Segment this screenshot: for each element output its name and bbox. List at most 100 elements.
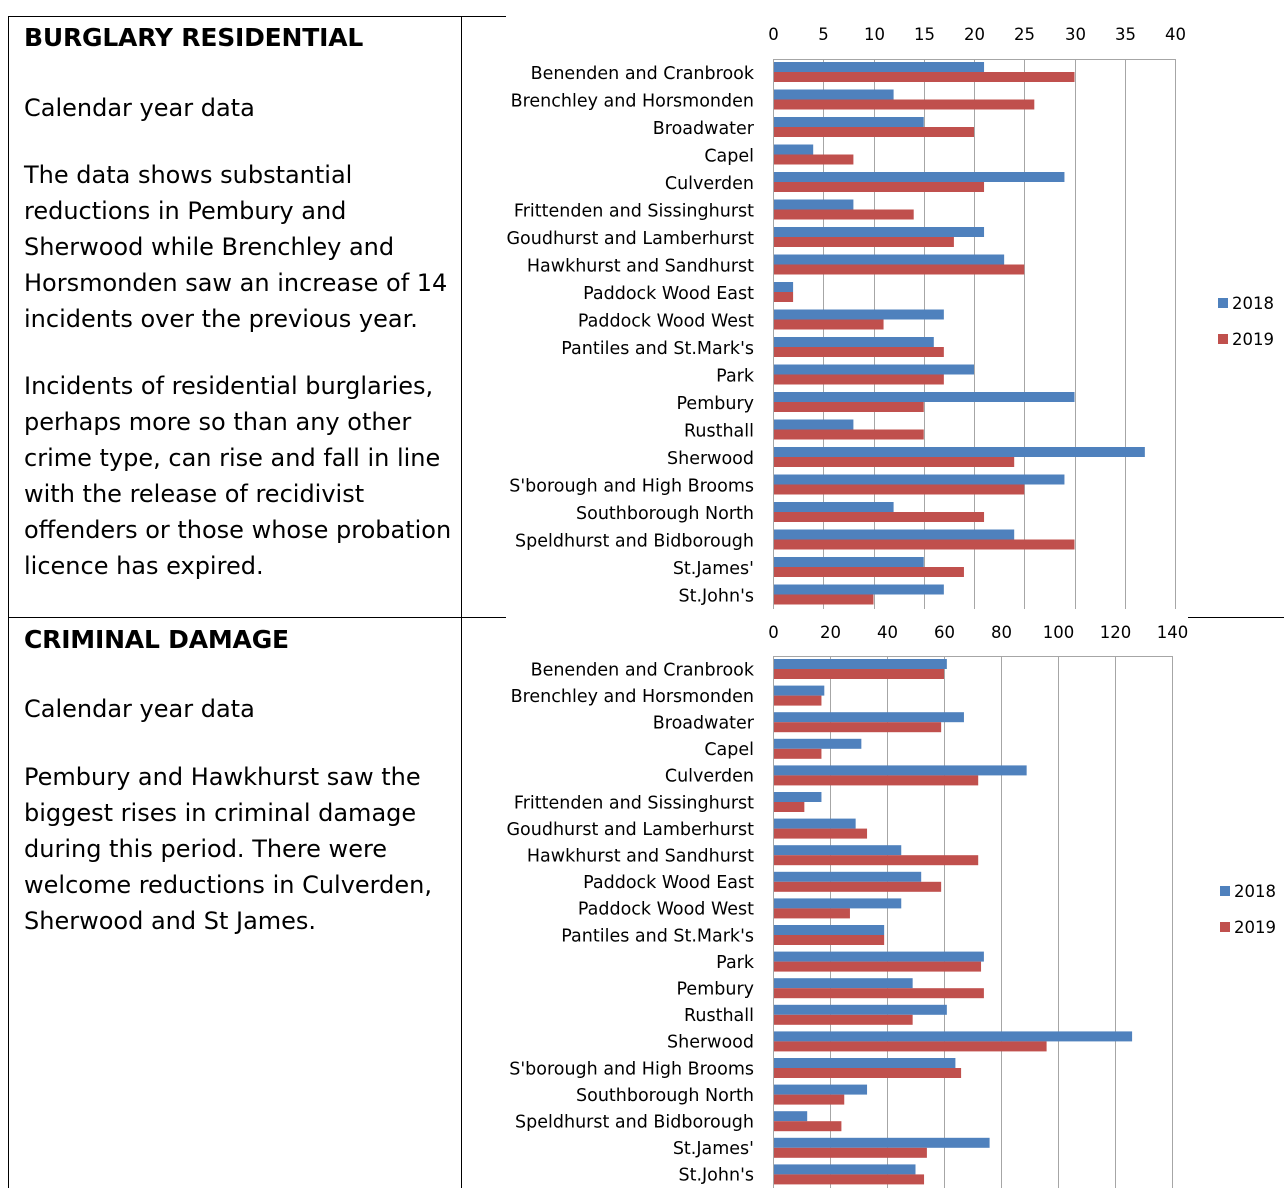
- criminal-damage-bar-2019: [774, 988, 984, 999]
- criminal-damage-tick-label: 140: [1157, 623, 1189, 642]
- criminal-damage-bar-2019: [774, 828, 868, 839]
- criminal-damage-bar-2018: [774, 1058, 956, 1068]
- burglary-bar-2018: [774, 557, 924, 567]
- burglary-category-label: Broadwater: [653, 119, 755, 139]
- burglary-category-label: Frittenden and Sissinghurst: [514, 201, 754, 221]
- burglary-bar-2019: [774, 402, 924, 412]
- burglary-category-label: Speldhurst and Bidborough: [515, 531, 754, 551]
- criminal-damage-bar-2019: [774, 881, 942, 892]
- burglary-bar-2019: [774, 512, 985, 522]
- criminal-damage-tick-label: 20: [820, 623, 841, 642]
- criminal-damage-category-label: Benenden and Cranbrook: [531, 660, 755, 680]
- burglary-category-label: Paddock Wood East: [583, 284, 754, 304]
- criminal-damage-bar-2018: [774, 1084, 868, 1095]
- burglary-tick-label: 0: [768, 25, 779, 44]
- criminal-damage-tick-label: 80: [991, 623, 1012, 642]
- burglary-category-label: Pembury: [677, 394, 755, 414]
- burglary-bar-2018: [774, 144, 814, 155]
- burglary-bar-2019: [774, 484, 1025, 495]
- burglary-subheading: Calendar year data: [24, 94, 255, 122]
- criminal-damage-chart-group: 0 20 40 60 80 100 120 140 Benenden and Cranbrook…: [506, 623, 1276, 1188]
- table-column-divider: [461, 16, 462, 1188]
- burglary-category-label: Southborough North: [576, 504, 754, 524]
- burglary-category-label: Pantiles and St.Mark's: [561, 339, 754, 359]
- criminal-damage-bar-2018: [774, 712, 964, 723]
- burglary-bar-2018: [774, 254, 1005, 265]
- criminal-damage-bar-2019: [774, 1121, 842, 1132]
- burglary-bar-2019: [774, 264, 1025, 275]
- criminal-damage-bar-2018: [774, 1111, 808, 1122]
- criminal-damage-tick-label: 100: [1043, 623, 1075, 642]
- criminal-damage-legend-label-2018: 2018: [1234, 882, 1276, 901]
- burglary-legend-swatch-2019: [1218, 334, 1228, 344]
- burglary-bar-2018: [774, 337, 934, 347]
- criminal-damage-category-label: Park: [716, 953, 755, 973]
- burglary-bar-2019: [774, 237, 954, 247]
- criminal-damage-bar-2019: [774, 695, 822, 706]
- criminal-damage-legend-label-2019: 2019: [1234, 918, 1276, 937]
- criminal-damage-bar-2018: [774, 898, 902, 909]
- burglary-category-label: Goudhurst and Lamberhurst: [506, 229, 754, 249]
- criminal-damage-paragraph-1: Pembury and Hawkhurst saw the biggest ri…: [24, 763, 432, 935]
- burglary-legend-label-2019: 2019: [1232, 330, 1274, 349]
- criminal-damage-category-label: Goudhurst and Lamberhurst: [506, 820, 754, 840]
- criminal-damage-category-label: St.John's: [678, 1166, 754, 1186]
- burglary-category-label: St.John's: [678, 586, 754, 606]
- burglary-bar-2018: [774, 474, 1065, 485]
- burglary-category-label: Culverden: [665, 174, 754, 194]
- burglary-bar-2019: [774, 209, 914, 220]
- criminal-damage-category-label: St.James': [673, 1139, 754, 1159]
- burglary-chart-group: 0 5 10 15 20 25 30 35 40 Benenden and Cranbrook Br…: [506, 25, 1274, 609]
- criminal-damage-category-label: Rusthall: [684, 1006, 754, 1026]
- burglary-bar-2018: [774, 364, 974, 375]
- criminal-damage-bar-2018: [774, 925, 885, 935]
- criminal-damage-category-label: Pantiles and St.Mark's: [561, 926, 754, 946]
- burglary-bar-2019: [774, 182, 985, 192]
- criminal-damage-bar-2018: [774, 845, 902, 856]
- burglary-legend-label-2018: 2018: [1232, 294, 1274, 313]
- table-row-divider-right: [1188, 617, 1284, 618]
- criminal-damage-category-label: Capel: [704, 740, 754, 760]
- burglary-bar-2018: [774, 584, 944, 595]
- criminal-damage-bar-2018: [774, 871, 922, 882]
- burglary-bar-2018: [774, 529, 1015, 540]
- criminal-damage-bar-2019: [774, 1094, 845, 1105]
- criminal-damage-bar-2019: [774, 961, 982, 972]
- criminal-damage-bar-2019: [774, 802, 805, 812]
- table-border-left: [8, 16, 9, 1188]
- burglary-paragraph-2: Incidents of residential burglaries, per…: [24, 372, 452, 580]
- burglary-tick-label: 10: [864, 25, 885, 44]
- table-border-top: [8, 16, 506, 17]
- criminal-damage-bar-2019: [774, 775, 979, 786]
- criminal-damage-bar-2019: [774, 935, 885, 945]
- burglary-tick-label: 35: [1115, 25, 1136, 44]
- burglary-tick-label: 30: [1065, 25, 1086, 44]
- burglary-heading: BURGLARY RESIDENTIAL: [24, 23, 364, 52]
- criminal-damage-bar-2019: [774, 1174, 925, 1185]
- burglary-bar-2019: [774, 127, 974, 137]
- criminal-damage-subheading: Calendar year data: [24, 695, 255, 723]
- burglary-category-label: S'borough and High Brooms: [509, 476, 754, 496]
- burglary-category-label: Hawkhurst and Sandhurst: [527, 256, 754, 276]
- burglary-category-label: Rusthall: [684, 421, 754, 441]
- criminal-damage-category-label: Hawkhurst and Sandhurst: [527, 847, 754, 867]
- burglary-tick-label: 5: [818, 25, 829, 44]
- criminal-damage-bar-2018: [774, 738, 862, 749]
- burglary-bar-2018: [774, 172, 1065, 182]
- criminal-damage-category-label: Broadwater: [653, 714, 755, 734]
- criminal-damage-category-label: Frittenden and Sissinghurst: [514, 793, 754, 813]
- criminal-damage-bar-2019: [774, 1068, 962, 1078]
- burglary-bar-2019: [774, 154, 854, 165]
- burglary-category-label: Sherwood: [667, 449, 754, 469]
- burglary-bar-2019: [774, 319, 884, 330]
- criminal-damage-text-cell: CRIMINAL DAMAGE Calendar year data Pembu…: [24, 624, 456, 939]
- criminal-damage-category-label: Southborough North: [576, 1086, 754, 1106]
- burglary-category-label: Capel: [704, 146, 754, 166]
- burglary-bar-2019: [774, 72, 1075, 82]
- criminal-damage-bar-2019: [774, 669, 944, 679]
- burglary-bar-2018: [774, 199, 854, 210]
- burglary-bar-2018: [774, 89, 894, 100]
- burglary-bar-2019: [774, 292, 794, 302]
- criminal-damage-bar-2018: [774, 818, 856, 829]
- criminal-damage-bar-2018: [774, 765, 1027, 776]
